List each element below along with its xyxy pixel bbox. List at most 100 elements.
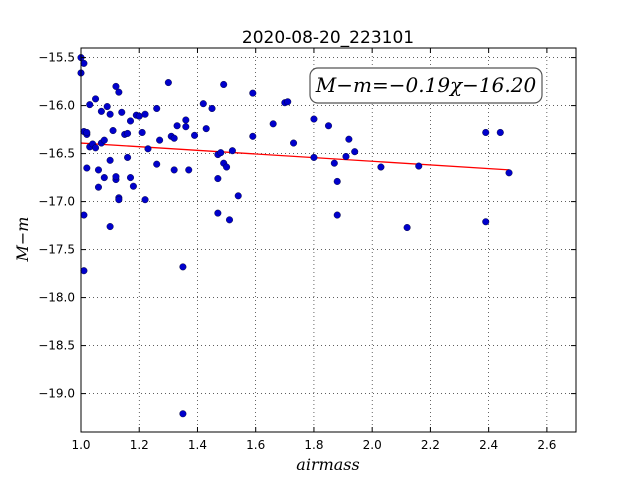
data-point: [345, 135, 353, 143]
data-point: [153, 160, 161, 168]
y-tick-label: −19.0: [38, 387, 75, 401]
data-point: [112, 82, 120, 90]
data-point: [202, 125, 210, 133]
data-point: [170, 166, 178, 174]
y-tick-label: −17.5: [38, 243, 75, 257]
data-point: [126, 117, 134, 125]
data-point: [310, 153, 318, 161]
data-point: [269, 120, 277, 128]
data-point: [220, 80, 228, 88]
data-point: [135, 112, 143, 120]
x-tick-label: 2.0: [363, 438, 382, 452]
data-point: [290, 139, 298, 147]
y-tick-label: −15.5: [38, 51, 75, 65]
fit-equation: M−m=−0.19χ−16.20: [315, 73, 537, 97]
data-point: [173, 122, 181, 130]
data-point: [106, 156, 114, 164]
data-point: [83, 164, 91, 172]
y-tick-label: −16.0: [38, 99, 75, 113]
x-tick-label: 1.2: [130, 438, 149, 452]
grid-lines: [80, 48, 576, 432]
data-point: [342, 152, 350, 160]
plot-frame: [80, 47, 577, 433]
y-tick-labels: −15.5 −16.0 −16.5 −17.0 −17.5 −18.0 −18.5 −19.0: [38, 51, 75, 401]
data-point: [156, 136, 164, 144]
data-point: [214, 209, 222, 217]
data-point: [191, 131, 199, 139]
y-tick-label: −17.0: [38, 195, 75, 209]
data-point: [138, 128, 146, 136]
fit-line: [80, 142, 510, 171]
data-point: [214, 175, 222, 183]
data-point: [234, 192, 242, 200]
data-point: [129, 182, 137, 190]
fit-line-group: [80, 142, 510, 171]
data-point: [144, 145, 152, 153]
data-point: [118, 108, 126, 116]
data-point: [182, 116, 190, 124]
data-point: [112, 173, 120, 181]
data-point: [97, 107, 105, 115]
data-point: [92, 144, 100, 152]
data-point: [80, 59, 88, 67]
data-point: [124, 129, 132, 137]
data-point: [94, 183, 102, 191]
data-point: [109, 127, 117, 135]
data-point: [351, 148, 359, 156]
data-point: [100, 174, 108, 182]
x-tick-label: 1.6: [246, 438, 265, 452]
data-point: [208, 104, 216, 112]
data-point: [496, 128, 504, 136]
data-point: [86, 101, 94, 109]
chart-title: 2020-08-20_223101: [242, 28, 414, 48]
data-point: [80, 267, 88, 275]
data-point: [377, 163, 385, 171]
data-point: [310, 115, 318, 123]
data-point: [325, 122, 333, 130]
data-point: [249, 132, 257, 140]
data-point: [199, 100, 207, 108]
data-point: [106, 110, 114, 118]
y-tick-label: −18.5: [38, 339, 75, 353]
data-point: [217, 149, 225, 157]
data-point: [403, 224, 411, 232]
data-point: [153, 104, 161, 112]
fit-annotation-box: [309, 67, 543, 104]
data-point: [333, 177, 341, 185]
data-point: [249, 89, 257, 97]
data-point: [80, 211, 88, 219]
fit-annotation: M−m=−0.19χ−16.20: [309, 67, 543, 104]
y-tick-label: −18.0: [38, 291, 75, 305]
data-point: [179, 263, 187, 271]
data-point: [330, 159, 338, 167]
data-point: [228, 147, 236, 155]
data-point: [126, 174, 134, 182]
x-tick-label: 1.4: [188, 438, 207, 452]
data-point: [482, 218, 490, 226]
data-point: [103, 103, 111, 111]
data-point: [92, 95, 100, 103]
x-axis-label: airmass: [296, 455, 359, 474]
data-point: [170, 134, 178, 142]
x-tick-label: 1.8: [304, 438, 323, 452]
data-point: [179, 410, 187, 418]
axis-ticks: [80, 48, 576, 432]
x-tick-label: 2.4: [479, 438, 498, 452]
data-points: [77, 54, 513, 418]
x-tick-labels: 1.0 1.2 1.4 1.6 1.8 2.0 2.2 2.4 2.6: [71, 438, 556, 452]
x-tick-label: 1.0: [71, 438, 90, 452]
data-point: [106, 223, 114, 231]
data-point: [223, 163, 231, 171]
x-tick-label: 2.6: [537, 438, 556, 452]
data-point: [83, 128, 91, 136]
x-tick-label: 2.2: [421, 438, 440, 452]
data-point: [164, 79, 172, 87]
y-axis-label: M−m: [13, 217, 32, 263]
data-point: [415, 162, 423, 170]
data-point: [505, 169, 513, 177]
data-point: [124, 153, 132, 161]
data-point: [94, 166, 102, 174]
y-tick-label: −16.5: [38, 147, 75, 161]
data-point: [115, 88, 123, 96]
